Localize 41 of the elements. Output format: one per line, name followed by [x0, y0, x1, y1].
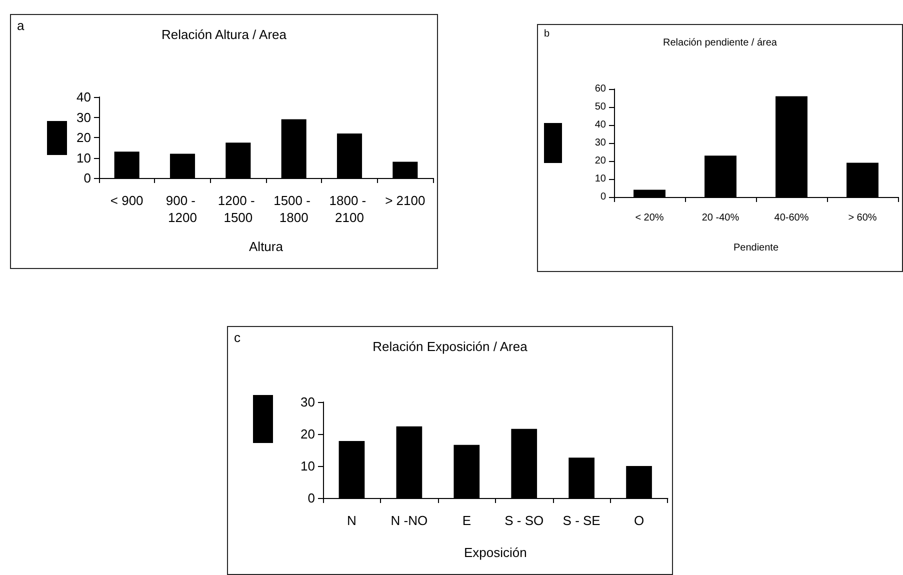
chart-title: Relación Exposición / Area	[372, 339, 528, 354]
text: b	[544, 28, 550, 40]
y-tick-label: 10	[76, 150, 91, 166]
x-tick-label: E	[462, 513, 472, 528]
y-tick-label: 50	[594, 102, 606, 112]
x-tick-label: 900 - 1200	[166, 193, 200, 225]
x-tick-label: 1500 - 1800	[274, 193, 314, 225]
x-tick-label: > 2100	[385, 193, 426, 208]
chart-title: Relación pendiente / área	[663, 38, 778, 48]
y-tick-label: 40	[76, 90, 91, 104]
y-tick-label: 0	[308, 490, 315, 506]
x-tick-label: N -NO	[390, 513, 428, 528]
x-tick-label: O	[634, 513, 644, 528]
y-tick-label: 0	[84, 170, 91, 186]
chart-title: Relación Altura / Area	[161, 27, 288, 42]
y-tick-label: 30	[594, 138, 606, 148]
x-tick-label: 20 -40%	[702, 212, 740, 224]
y-tick-label: 10	[594, 174, 606, 184]
x-tick-label: N	[347, 513, 356, 528]
text: a	[17, 18, 25, 33]
x-tick-label: S - SE	[562, 513, 601, 528]
y-tick-label: 40	[594, 120, 606, 130]
x-axis-title: Altura	[249, 239, 284, 254]
x-tick-label: > 60%	[848, 212, 877, 224]
y-tick-label: 30	[300, 394, 315, 410]
y-tick-label: 60	[594, 84, 606, 94]
y-tick-label: 20	[300, 426, 315, 442]
x-axis-title: Pendiente	[733, 242, 779, 254]
y-tick-label: 20	[594, 156, 606, 166]
text: c	[234, 330, 241, 345]
x-tick-label: < 20%	[635, 212, 664, 224]
x-tick-label: < 900	[110, 193, 144, 208]
x-tick-label: 1800 - 2100	[329, 193, 370, 225]
x-axis-title: Exposición	[464, 545, 527, 560]
x-tick-label: 1200 - 1500	[218, 193, 258, 225]
y-tick-label: 20	[76, 130, 91, 145]
x-tick-label: 40-60%	[774, 212, 809, 224]
y-tick-label: 0	[600, 192, 606, 202]
y-tick-label: 10	[300, 458, 315, 474]
x-tick-label: S - SO	[504, 513, 544, 528]
y-tick-label: 30	[76, 110, 91, 125]
